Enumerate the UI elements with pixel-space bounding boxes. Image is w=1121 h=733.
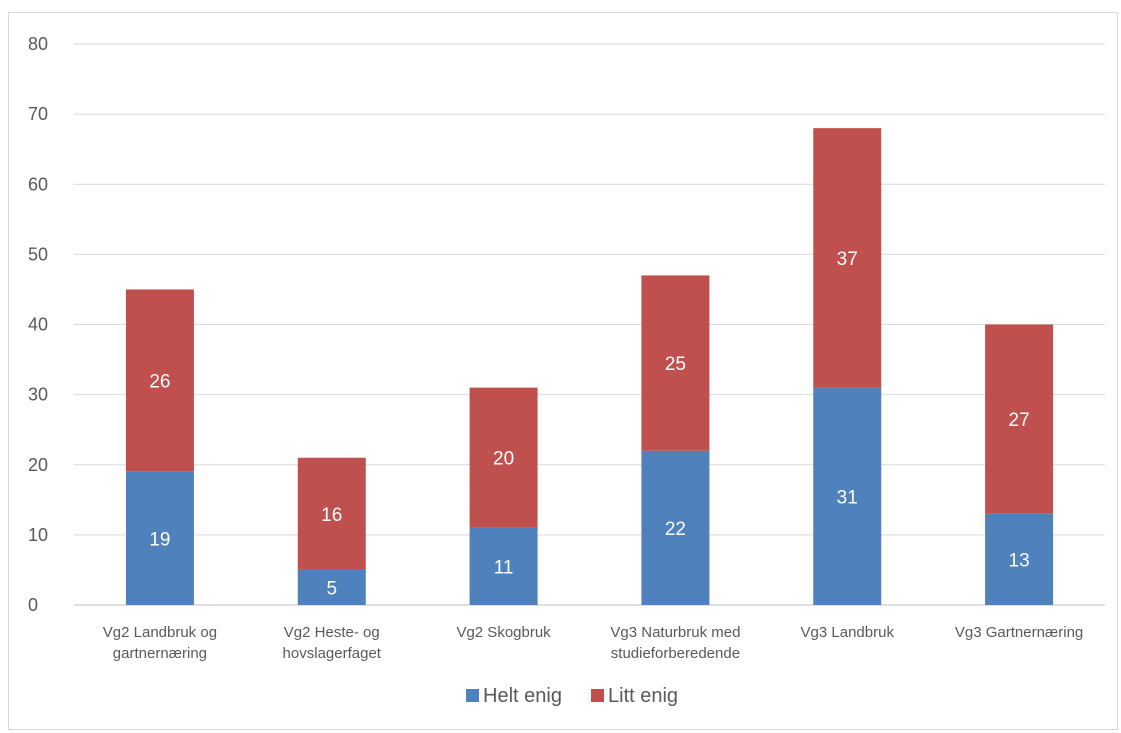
- data-label: 22: [665, 519, 686, 540]
- x-category-label: Vg2 Landbruk og: [103, 624, 217, 641]
- x-axis: Vg2 Landbruk og gartnernæring Vg2 Heste- o…: [103, 624, 1084, 662]
- x-category-label: Vg2 Skogbruk: [456, 624, 551, 641]
- legend-swatch: [466, 689, 479, 702]
- y-tick-label: 70: [28, 104, 48, 124]
- legend-label: Helt enig: [483, 685, 562, 707]
- x-category-label: Vg3 Naturbruk med: [610, 624, 740, 641]
- data-label: 27: [1009, 410, 1030, 431]
- legend: Helt enig Litt enig: [466, 685, 678, 707]
- x-category-label: hovslagerfaget: [283, 645, 382, 662]
- x-category-label: Vg3 Gartnernæring: [955, 624, 1083, 641]
- legend-swatch: [591, 689, 604, 702]
- y-tick-label: 0: [28, 595, 38, 615]
- data-label: 37: [837, 249, 858, 270]
- data-label: 25: [665, 354, 686, 375]
- x-category-label: gartnernæring: [113, 645, 207, 662]
- x-category-label: Vg3 Landbruk: [801, 624, 895, 641]
- data-label: 16: [321, 505, 342, 526]
- data-label: 31: [837, 487, 858, 508]
- y-tick-label: 50: [28, 244, 48, 264]
- y-tick-label: 40: [28, 315, 48, 335]
- data-label: 13: [1009, 550, 1030, 571]
- x-category-label: Vg2 Heste- og: [284, 624, 380, 641]
- gridlines: [74, 44, 1105, 605]
- y-tick-label: 20: [28, 455, 48, 475]
- data-label: 11: [494, 557, 514, 578]
- legend-label: Litt enig: [608, 685, 678, 707]
- y-tick-label: 80: [28, 34, 48, 54]
- x-category-label: studieforberedende: [611, 645, 740, 662]
- data-label: 5: [326, 578, 337, 599]
- data-label: 19: [149, 529, 170, 550]
- y-tick-label: 10: [28, 525, 48, 545]
- y-axis: 0 10 20 30 40 50 60 70 80: [28, 34, 48, 615]
- y-tick-label: 60: [28, 174, 48, 194]
- data-label: 20: [493, 449, 514, 470]
- bars: 19 26 5 16 11 20 22 25 31 37 13 27: [126, 128, 1053, 605]
- y-tick-label: 30: [28, 385, 48, 405]
- data-label: 26: [149, 372, 170, 393]
